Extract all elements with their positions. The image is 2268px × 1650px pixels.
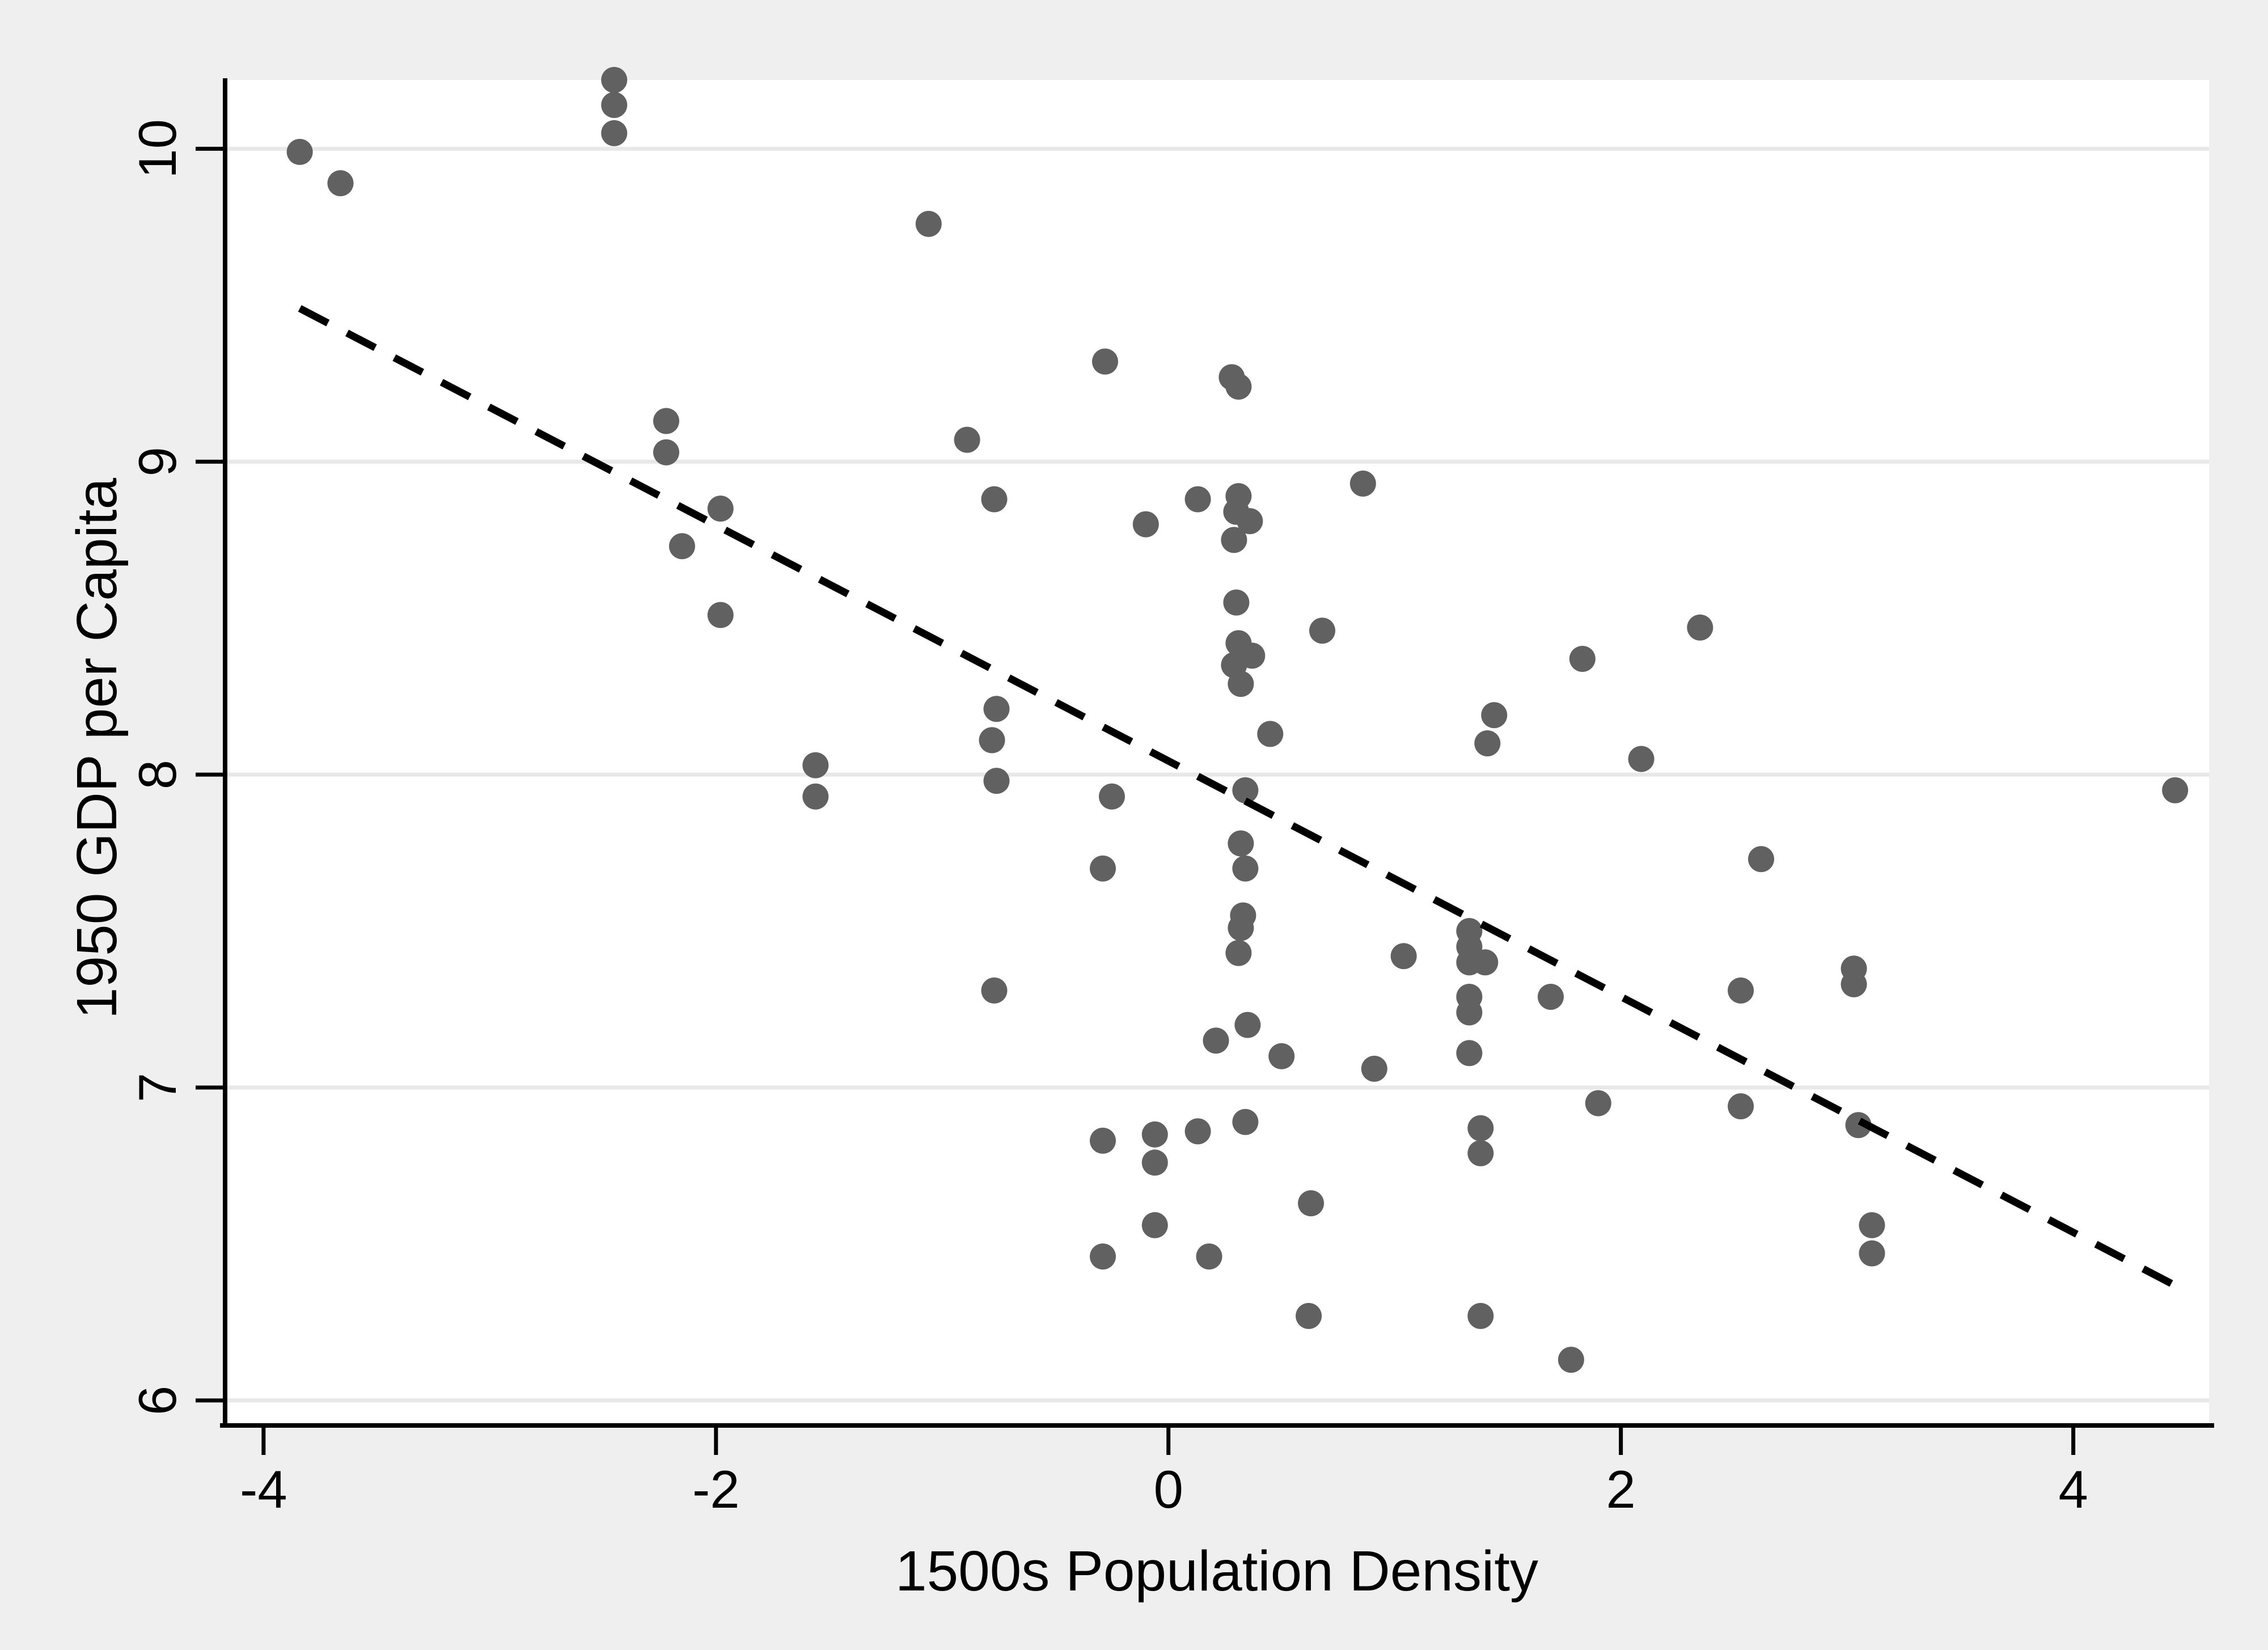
scatter-point [1184, 486, 1211, 513]
y-tick-label: 9 [128, 447, 187, 476]
scatter-point [1141, 1121, 1168, 1148]
scatter-point [1309, 617, 1336, 644]
scatter-point [1090, 1243, 1116, 1270]
scatter-point [601, 92, 628, 119]
scatter-point [915, 210, 942, 237]
scatter-point [1472, 949, 1499, 976]
axis-ticks: 6 7 8 9 10 -4 -2 0 2 4 [128, 119, 2088, 1519]
y-tick-label: 7 [128, 1073, 187, 1102]
scatter-point [1184, 1118, 1211, 1145]
scatter-point [1467, 1140, 1494, 1166]
scatter-point [954, 426, 980, 453]
scatter-point [668, 533, 695, 560]
x-tick-label: -2 [692, 1459, 740, 1519]
scatter-point [601, 120, 628, 146]
scatter-point [1390, 943, 1417, 970]
scatter-point [1098, 783, 1125, 810]
y-tick-label: 8 [128, 760, 187, 789]
scatter-point [1141, 1212, 1168, 1238]
scatter-point [1232, 855, 1259, 882]
scatter-point [1234, 1012, 1261, 1038]
scatter-point [1228, 671, 1254, 697]
scatter-point [1196, 1243, 1222, 1270]
scatter-point [1268, 1043, 1295, 1069]
scatter-point [1569, 645, 1596, 672]
scatter-point [1628, 746, 1655, 772]
scatter-point [1090, 1127, 1116, 1154]
scatter-points [286, 67, 2189, 1373]
scatter-point [1092, 348, 1119, 375]
scatter-point [1687, 614, 1713, 641]
y-axis-title: 1950 GDP per Capita [65, 477, 129, 1019]
scatter-point [601, 67, 628, 93]
scatter-point [1132, 511, 1159, 538]
y-tick-label: 6 [128, 1386, 187, 1415]
gridlines [225, 146, 2209, 1403]
x-axis-title: 1500s Population Density [895, 1539, 1538, 1603]
scatter-point [1728, 977, 1754, 1004]
scatter-point [1537, 983, 1564, 1010]
scatter-point [2162, 777, 2189, 803]
scatter-point [1225, 373, 1252, 400]
scatter-point [707, 602, 734, 628]
trend-line [298, 305, 2182, 1291]
scatter-point [653, 439, 679, 466]
y-tick-label: 10 [128, 119, 187, 179]
x-tick-label: 0 [1154, 1459, 1183, 1519]
scatter-point [1585, 1090, 1611, 1116]
scatter-point [1845, 1112, 1872, 1139]
scatter-point [983, 696, 1010, 722]
scatter-point [1467, 1115, 1494, 1141]
scatter-point [1859, 1240, 1885, 1267]
scatter-point [653, 408, 679, 434]
scatter-point [1221, 527, 1247, 553]
x-tick-label: -4 [240, 1459, 287, 1519]
scatter-point [802, 752, 829, 779]
scatter-point [327, 170, 354, 197]
scatter-point [1748, 846, 1775, 873]
scatter-point [1728, 1093, 1754, 1120]
scatter-point [1257, 721, 1284, 747]
scatter-point [1859, 1212, 1885, 1238]
scatter-point [1296, 1302, 1322, 1329]
scatter-point [1090, 855, 1116, 882]
scatter-point [1349, 470, 1376, 497]
scatter-point [983, 768, 1010, 794]
scatter-point [1223, 589, 1250, 616]
scatter-point [802, 783, 829, 810]
scatter-point [1203, 1027, 1229, 1054]
scatter-point [981, 486, 1008, 513]
scatter-point [1228, 830, 1254, 857]
scatter-point [286, 138, 313, 165]
scatter-point [1232, 777, 1259, 803]
scatter-point [1361, 1055, 1387, 1082]
scatter-point [1456, 999, 1483, 1026]
scatter-point [1237, 508, 1263, 535]
scatter-point [1225, 940, 1252, 966]
scatter-point [1558, 1347, 1584, 1373]
scatter-point [1228, 915, 1254, 941]
scatter-point [707, 496, 734, 522]
x-tick-label: 4 [2058, 1459, 2088, 1519]
scatter-point [1467, 1302, 1494, 1329]
plot-area [225, 80, 2209, 1425]
scatter-point [1481, 702, 1508, 729]
scatter-point [1840, 971, 1867, 997]
scatter-point [1232, 1109, 1259, 1135]
scatter-point [981, 977, 1008, 1004]
scatter-point [1141, 1149, 1168, 1176]
x-tick-label: 2 [1606, 1459, 1636, 1519]
scatter-point [1298, 1190, 1325, 1217]
scatter-point [1456, 1040, 1483, 1067]
scatter-point [979, 727, 1005, 754]
scatter-point [1474, 730, 1501, 756]
